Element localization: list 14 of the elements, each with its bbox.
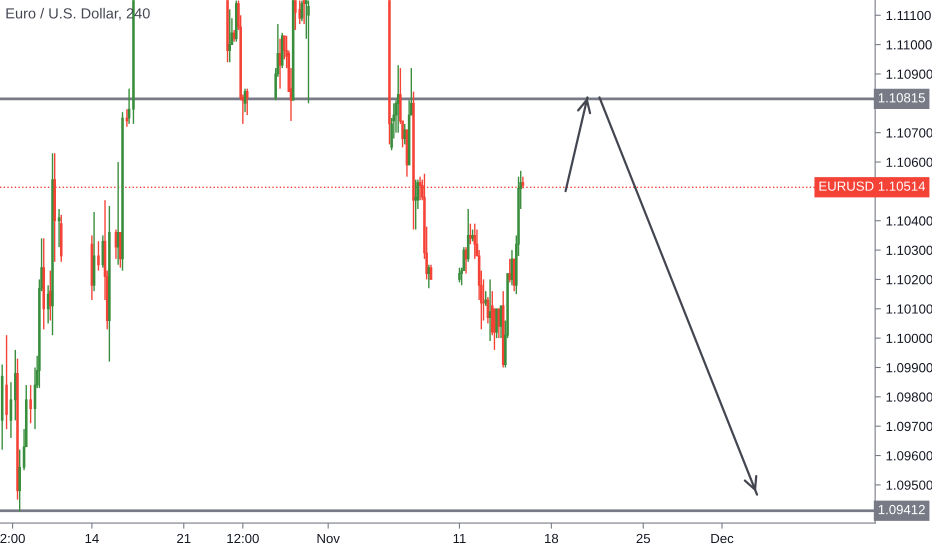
x-tick-label: 21 (177, 534, 190, 544)
ref-line-label: 1.10815 (878, 93, 925, 102)
x-tick-label: 11 (454, 534, 466, 544)
x-tick-label: 2:00 (0, 534, 25, 544)
x-tick-label: Nov (318, 534, 340, 544)
ref-line-label: 1.09412 (878, 504, 925, 514)
x-tick-label: 14 (86, 534, 99, 544)
ref-line-label: EURUSD 1.10514 (819, 181, 926, 191)
x-tick-label: 18 (545, 534, 558, 544)
x-tick-label: 12:00 (227, 534, 259, 544)
y-tick-label: 1.11100 (886, 10, 931, 20)
x-tick-label: 25 (636, 534, 650, 544)
y-tick-label: 1.11000 (886, 40, 932, 50)
x-tick-label: Dec (711, 534, 734, 544)
